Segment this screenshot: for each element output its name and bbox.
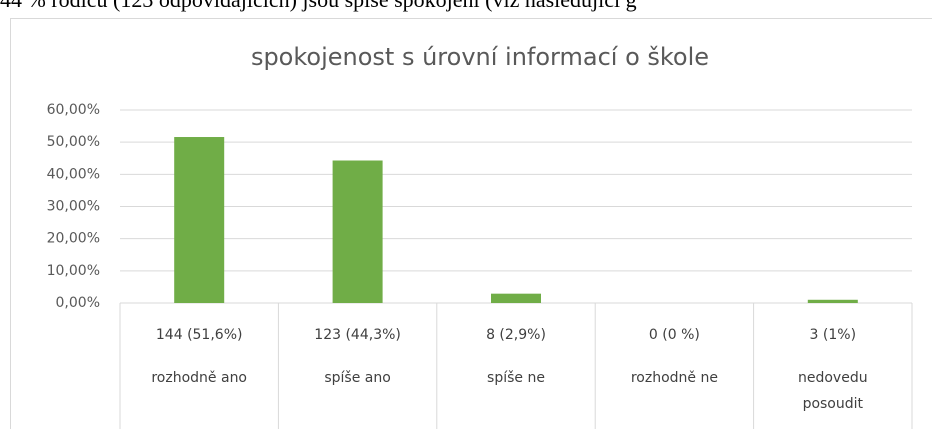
x-tick-label: spíše ne (487, 370, 545, 386)
bar (174, 137, 225, 303)
x-tick-label: rozhodně ano (151, 370, 248, 386)
value-label: 3 (1%) (809, 327, 857, 343)
x-tick-label: rozhodně ne (630, 370, 718, 386)
y-tick-label: 40,00% (47, 166, 100, 182)
x-tick-label: nedovedu posoudit (797, 370, 868, 412)
y-tick-label: 10,00% (47, 263, 100, 279)
bar (332, 160, 383, 303)
y-tick-label: 60,00% (47, 102, 100, 118)
chart-frame (10, 18, 932, 429)
value-label: 8 (2,9%) (486, 327, 546, 343)
bar (491, 293, 541, 303)
value-label: 123 (44,3%) (314, 327, 401, 343)
y-tick-label: 0,00% (56, 295, 100, 311)
value-label: 0 (0 %) (648, 327, 700, 343)
chart-title: spokojenost s úrovní informací o škole (251, 43, 709, 71)
y-tick-label: 20,00% (47, 231, 100, 247)
x-tick-label: spíše ano (324, 370, 391, 386)
y-tick-label: 30,00% (47, 199, 100, 215)
value-label: 144 (51,6%) (155, 327, 243, 343)
document-text: 44 % rodičů (123 odpovídajících) jsou sp… (0, 0, 637, 13)
y-tick-label: 50,00% (47, 134, 100, 150)
bar (807, 299, 858, 303)
